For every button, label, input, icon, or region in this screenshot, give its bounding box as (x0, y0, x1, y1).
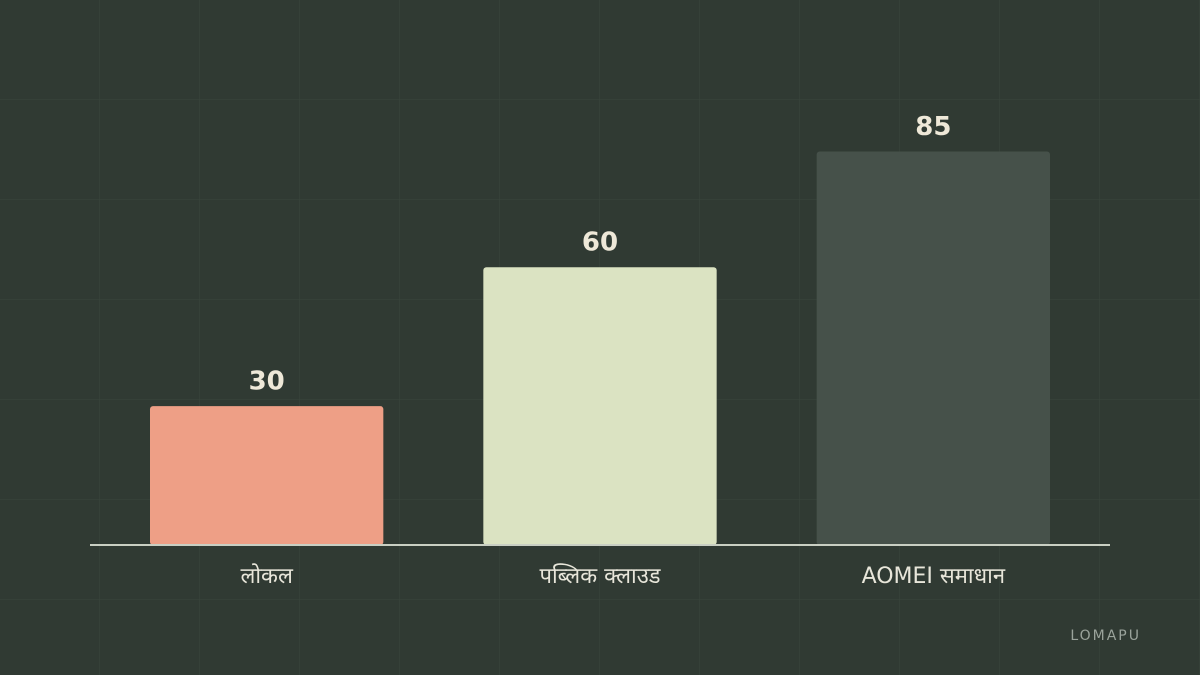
watermark: LOMAPU (1070, 628, 1141, 644)
value-label: 30 (249, 367, 285, 397)
bar (483, 267, 717, 545)
value-label: 60 (582, 228, 618, 258)
bar (816, 151, 1050, 545)
x-tick-label: लोकल (240, 563, 294, 589)
bar (150, 406, 384, 545)
x-tick-label: पब्लिक क्लाउड (539, 563, 660, 589)
value-label: 85 (915, 112, 951, 142)
x-tick-label: AOMEI समाधान (862, 564, 1006, 589)
